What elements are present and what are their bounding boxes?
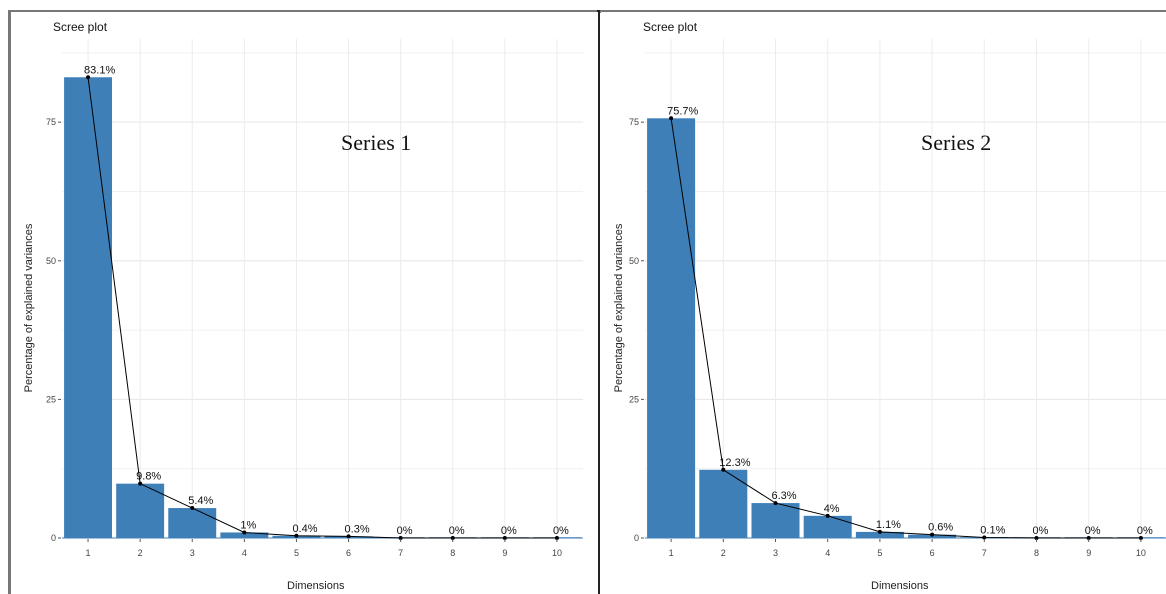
y-tick-label: 25 <box>46 394 56 404</box>
trend-point <box>398 536 403 540</box>
bar-value-label: 9.8% <box>136 471 161 483</box>
plot-title: Scree plot <box>643 20 698 34</box>
bar-value-label: 0% <box>1033 525 1049 537</box>
bar <box>855 531 904 538</box>
bar-value-label: 83.1% <box>84 64 115 76</box>
trend-point <box>721 467 726 472</box>
bar-value-label: 0% <box>501 525 517 537</box>
bar <box>647 118 696 538</box>
trend-line <box>87 77 557 539</box>
trend-point <box>242 530 247 535</box>
x-tick-label: 1 <box>86 548 91 558</box>
y-tick-label: 50 <box>46 256 56 266</box>
bar-value-label: 1.1% <box>876 519 901 531</box>
x-tick-label: 10 <box>1136 548 1146 558</box>
y-axis-label: Percentage of explained variances <box>613 223 625 393</box>
x-tick-label: 7 <box>398 548 403 558</box>
y-tick-label: 50 <box>629 256 639 266</box>
x-tick-label: 4 <box>242 548 247 558</box>
bar <box>116 483 165 538</box>
x-axis-label: Dimensions <box>871 580 929 592</box>
x-tick-label: 3 <box>190 548 195 558</box>
trend-point <box>554 536 559 540</box>
trend-point <box>346 534 351 539</box>
trend-point <box>190 506 195 511</box>
trend-point <box>982 535 987 540</box>
bar-value-label: 0% <box>1137 525 1153 537</box>
bar-value-label: 75.7% <box>667 105 698 117</box>
bar-value-label: 6.3% <box>772 490 797 502</box>
y-tick-label: 0 <box>634 533 639 543</box>
bar <box>64 77 113 539</box>
bar <box>699 469 748 538</box>
bar-value-label: 4% <box>824 503 840 515</box>
series-annotation: Series 2 <box>921 130 992 155</box>
trend-point <box>773 501 778 506</box>
trend-point <box>294 533 299 538</box>
series-annotation: Series 1 <box>341 130 412 155</box>
x-tick-label: 2 <box>721 548 726 558</box>
bar-value-label: 0.6% <box>928 522 953 534</box>
trend-point <box>502 536 507 540</box>
trend-point <box>930 532 935 537</box>
figure-left-border <box>8 10 11 594</box>
x-tick-label: 9 <box>502 548 507 558</box>
x-tick-label: 4 <box>825 548 830 558</box>
x-tick-label: 2 <box>138 548 143 558</box>
bar-value-label: 0% <box>1085 525 1101 537</box>
bar-value-label: 0% <box>397 525 413 537</box>
y-tick-label: 0 <box>51 533 56 543</box>
x-tick-label: 5 <box>294 548 299 558</box>
y-tick-label: 75 <box>46 117 56 127</box>
panel-divider <box>597 10 600 594</box>
trend-point <box>877 529 882 534</box>
x-tick-label: 6 <box>346 548 351 558</box>
x-tick-label: 3 <box>773 548 778 558</box>
x-tick-label: 8 <box>450 548 455 558</box>
trend-line <box>670 118 1141 539</box>
scree-plot-panel-1: Scree plot 0 25 50 75 83.1% 9.8% 5.4% 1% 0.4% 0.3… <box>11 12 598 594</box>
trend-point <box>86 75 91 80</box>
trend-point <box>669 116 674 121</box>
figure-top-border <box>8 10 1166 13</box>
bar-value-label: 12.3% <box>719 457 750 469</box>
x-tick-label: 10 <box>552 548 562 558</box>
bar <box>803 515 852 538</box>
trend-point <box>450 536 455 540</box>
trend-point <box>1086 536 1091 540</box>
bar-value-label: 1% <box>240 519 256 531</box>
bar-value-label: 5.4% <box>188 495 213 507</box>
x-tick-label: 7 <box>982 548 987 558</box>
trend-point <box>825 513 830 518</box>
x-tick-label: 8 <box>1034 548 1039 558</box>
y-tick-label: 75 <box>629 117 639 127</box>
bar-value-label: 0.1% <box>980 524 1005 536</box>
y-axis-label: Percentage of explained variances <box>23 223 35 393</box>
trend-point <box>1138 536 1143 540</box>
bar-value-label: 0% <box>553 525 569 537</box>
x-axis-label: Dimensions <box>287 580 345 592</box>
bar-value-label: 0.3% <box>345 523 370 535</box>
x-tick-label: 1 <box>669 548 674 558</box>
bar <box>168 508 217 538</box>
bar <box>220 532 269 538</box>
trend-point <box>1034 536 1039 540</box>
x-tick-label: 5 <box>877 548 882 558</box>
bar <box>751 503 800 538</box>
bar-value-label: 0% <box>449 525 465 537</box>
bar-value-label: 0.4% <box>292 523 317 535</box>
x-tick-label: 6 <box>930 548 935 558</box>
plot-title: Scree plot <box>53 20 108 34</box>
scree-plot-panel-2: Scree plot 0 25 50 75 75.7% 12.3% 6.3% 4% 1.1% 0.… <box>601 12 1166 594</box>
y-tick-label: 25 <box>629 394 639 404</box>
trend-point <box>138 481 143 486</box>
x-tick-label: 9 <box>1086 548 1091 558</box>
